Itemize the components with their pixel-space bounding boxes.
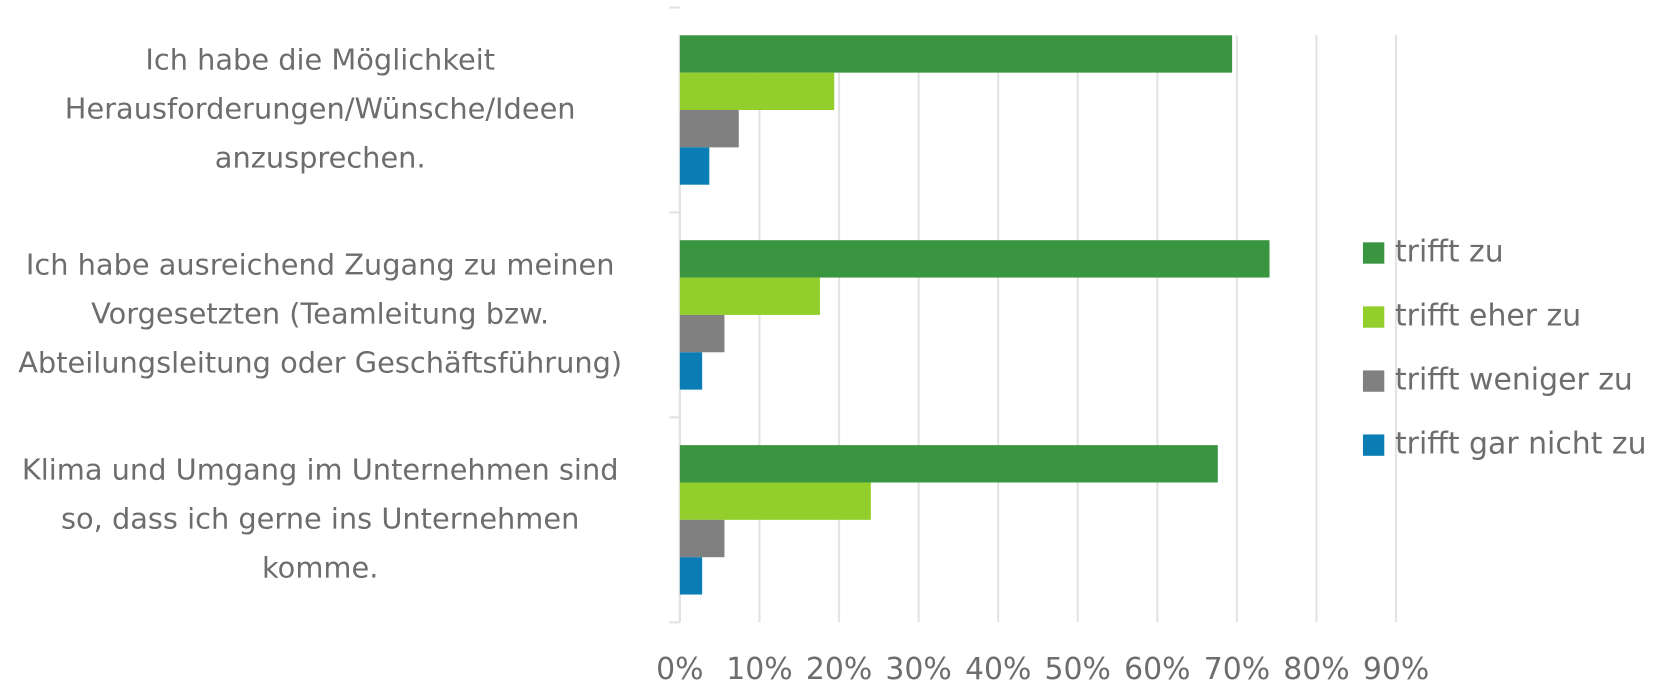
legend-swatch <box>1362 370 1385 392</box>
x-tick-label: 80% <box>1283 652 1349 680</box>
legend-label: trifft zu <box>1395 235 1504 270</box>
bar <box>679 557 703 595</box>
category-label: Klima und Umgang im Unternehmen sind so,… <box>21 453 619 585</box>
bar <box>679 147 710 185</box>
legend-label: trifft gar nicht zu <box>1395 427 1647 462</box>
bar <box>679 72 835 110</box>
legend-swatch <box>1362 242 1385 264</box>
x-tick-label: 50% <box>1045 652 1111 680</box>
bar <box>679 445 1218 483</box>
bar <box>679 109 739 148</box>
x-tick-label: 60% <box>1124 652 1190 680</box>
x-tick-label: 70% <box>1204 652 1270 680</box>
category-label: Ich habe die Möglichkeit Herausforderung… <box>64 43 576 176</box>
legend-swatch <box>1362 434 1385 456</box>
legend-label: trifft eher zu <box>1395 299 1581 334</box>
bar <box>679 240 1270 278</box>
bar <box>679 314 725 353</box>
category-label-box: Ich habe die Möglichkeit Herausforderung… <box>64 43 576 176</box>
x-tick-label: 30% <box>885 652 951 680</box>
bar <box>679 277 820 315</box>
bar <box>679 482 871 520</box>
bar <box>679 35 1233 73</box>
x-tick-label: 20% <box>806 652 872 680</box>
legend-swatch <box>1362 306 1385 328</box>
bar <box>679 352 703 390</box>
x-tick-label: 90% <box>1363 652 1429 680</box>
category-label-box: Ich habe ausreichend Zugang zu meinen Vo… <box>18 248 623 381</box>
x-tick-label: 40% <box>965 652 1031 680</box>
category-label: Ich habe ausreichend Zugang zu meinen Vo… <box>18 248 623 381</box>
x-tick-label: 10% <box>726 652 792 680</box>
x-tick-label: 0% <box>656 652 703 680</box>
category-label-box: Klima und Umgang im Unternehmen sind so,… <box>21 453 619 585</box>
legend-label: trifft weniger zu <box>1395 363 1633 398</box>
bar <box>679 519 725 558</box>
